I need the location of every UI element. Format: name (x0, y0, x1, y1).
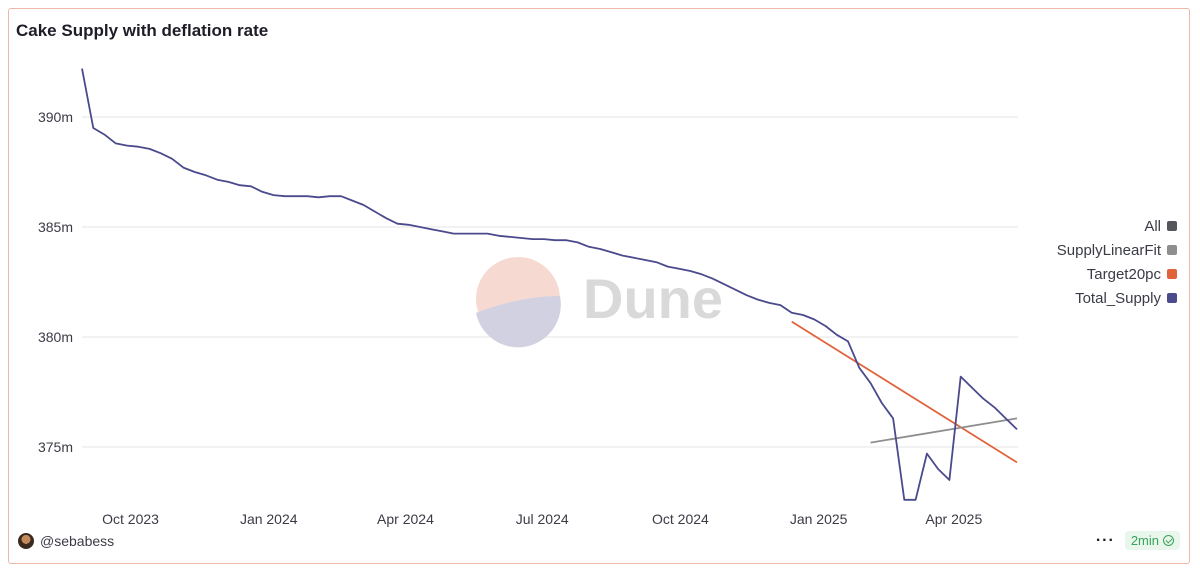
y-tick-label: 385m (38, 219, 73, 235)
series-line-target20pc (791, 320, 1018, 464)
more-options-icon[interactable]: ··· (1095, 531, 1115, 549)
x-tick-label: Oct 2024 (652, 511, 709, 527)
avatar (18, 533, 34, 549)
dune-watermark: Dune (476, 257, 723, 348)
refresh-status-badge[interactable]: 2min (1124, 531, 1180, 550)
y-tick-label: 375m (38, 439, 73, 455)
watermark-circle-bottom (476, 296, 561, 348)
y-axis-labels: 375m 380m 385m 390m (38, 109, 73, 455)
legend-swatch[interactable] (1167, 245, 1177, 255)
grid-lines (82, 116, 1018, 448)
x-axis-labels: Oct 2023 Jan 2024 Apr 2024 Jul 2024 Oct 2024… (102, 511, 982, 527)
x-tick-label: Oct 2023 (102, 511, 159, 527)
footer-author[interactable]: @sebabess (18, 533, 114, 549)
y-tick-label: 380m (38, 329, 73, 345)
x-tick-label: Jul 2024 (516, 511, 569, 527)
series-lines (81, 68, 1018, 501)
check-circle-icon (1163, 535, 1174, 546)
legend-swatch[interactable] (1167, 269, 1177, 279)
legend: All SupplyLinearFit Target20pc Total_Supply (1057, 218, 1177, 307)
x-tick-label: Apr 2025 (925, 511, 982, 527)
chart-card (8, 8, 1190, 564)
x-tick-label: Jan 2025 (790, 511, 848, 527)
y-tick-label: 390m (38, 109, 73, 125)
legend-label[interactable]: SupplyLinearFit (1057, 242, 1162, 259)
legend-swatch[interactable] (1167, 293, 1177, 303)
x-tick-label: Jan 2024 (240, 511, 298, 527)
author-username[interactable]: @sebabess (40, 533, 115, 549)
footer-actions: ··· 2min (1096, 531, 1180, 550)
legend-swatch[interactable] (1167, 221, 1177, 231)
series-line-supplylinearfit (870, 417, 1018, 444)
x-tick-label: Apr 2024 (377, 511, 434, 527)
legend-label[interactable]: All (1144, 218, 1161, 235)
legend-label[interactable]: Target20pc (1087, 266, 1162, 283)
refresh-interval: 2min (1130, 533, 1159, 548)
watermark-text: Dune (583, 267, 723, 330)
chart-title: Cake Supply with deflation rate (16, 21, 269, 40)
series-line-total_supply (81, 68, 1018, 501)
legend-label[interactable]: Total_Supply (1075, 290, 1161, 307)
